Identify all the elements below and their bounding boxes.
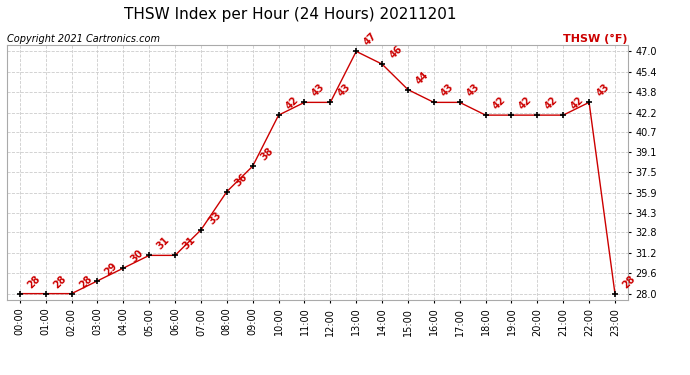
Text: 29: 29 xyxy=(103,261,119,278)
Text: 31: 31 xyxy=(155,235,171,252)
Text: 42: 42 xyxy=(491,95,508,112)
Text: 28: 28 xyxy=(26,273,42,290)
Text: 38: 38 xyxy=(258,146,275,163)
Text: 33: 33 xyxy=(206,210,223,226)
Text: 42: 42 xyxy=(284,95,301,112)
Text: 43: 43 xyxy=(440,82,456,99)
Text: 28: 28 xyxy=(620,273,638,290)
Text: 44: 44 xyxy=(413,69,430,86)
Text: 43: 43 xyxy=(336,82,353,99)
Text: 42: 42 xyxy=(569,95,585,112)
Text: 43: 43 xyxy=(595,82,611,99)
Text: 28: 28 xyxy=(77,273,94,290)
Text: THSW Index per Hour (24 Hours) 20211201: THSW Index per Hour (24 Hours) 20211201 xyxy=(124,8,456,22)
Text: 28: 28 xyxy=(51,273,68,290)
Text: 46: 46 xyxy=(388,44,404,61)
Text: 43: 43 xyxy=(310,82,326,99)
Text: 42: 42 xyxy=(543,95,560,112)
Text: 47: 47 xyxy=(362,31,378,48)
Text: 42: 42 xyxy=(517,95,533,112)
Text: 30: 30 xyxy=(129,248,146,265)
Text: THSW (°F): THSW (°F) xyxy=(564,34,628,45)
Text: 43: 43 xyxy=(465,82,482,99)
Text: 31: 31 xyxy=(181,235,197,252)
Text: 36: 36 xyxy=(233,171,249,188)
Text: Copyright 2021 Cartronics.com: Copyright 2021 Cartronics.com xyxy=(7,34,160,45)
